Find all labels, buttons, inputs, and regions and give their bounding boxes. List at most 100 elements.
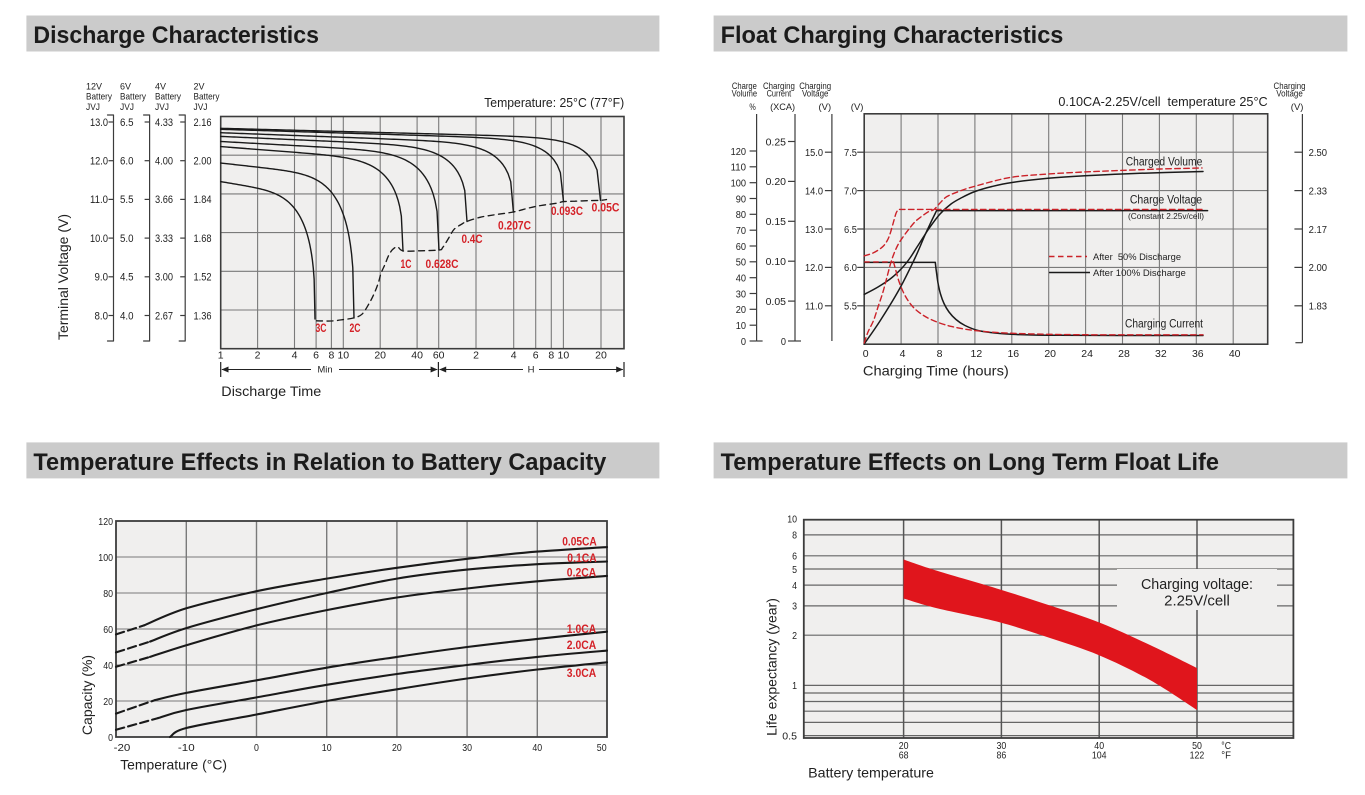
svg-text:40: 40 bbox=[1229, 348, 1241, 360]
svg-text:11.0: 11.0 bbox=[90, 194, 108, 206]
svg-text:Temperature Effects on Long Te: Temperature Effects on Long Term Float L… bbox=[721, 449, 1219, 476]
svg-text:JVJ: JVJ bbox=[120, 102, 134, 113]
svg-text:6.5: 6.5 bbox=[844, 225, 857, 236]
svg-text:JVJ: JVJ bbox=[155, 102, 169, 113]
svg-text:5.5: 5.5 bbox=[120, 194, 134, 206]
svg-text:-20: -20 bbox=[114, 742, 131, 754]
svg-text:-10: -10 bbox=[178, 742, 195, 754]
svg-text:100: 100 bbox=[731, 179, 747, 190]
svg-text:20: 20 bbox=[736, 305, 747, 316]
svg-text:Charging: Charging bbox=[1274, 81, 1306, 91]
svg-text:4.5: 4.5 bbox=[120, 272, 134, 284]
svg-text:Temperature: 25°C (77°F): Temperature: 25°C (77°F) bbox=[484, 96, 624, 110]
svg-text:40: 40 bbox=[532, 742, 542, 754]
svg-text:40: 40 bbox=[1094, 740, 1104, 752]
svg-text:2.67: 2.67 bbox=[155, 310, 173, 322]
svg-text:12V: 12V bbox=[86, 82, 103, 93]
svg-text:2.00: 2.00 bbox=[194, 156, 212, 168]
svg-text:8: 8 bbox=[548, 350, 554, 362]
svg-text:1: 1 bbox=[218, 350, 224, 362]
svg-text:Float Charging Characteristics: Float Charging Characteristics bbox=[721, 22, 1064, 49]
svg-text:Charging: Charging bbox=[799, 81, 831, 91]
svg-text:Battery: Battery bbox=[86, 92, 112, 103]
svg-text:JVJ: JVJ bbox=[86, 102, 100, 113]
svg-text:7.5: 7.5 bbox=[844, 148, 857, 159]
svg-text:0: 0 bbox=[108, 732, 113, 744]
svg-text:14.0: 14.0 bbox=[805, 186, 823, 197]
svg-text:60: 60 bbox=[103, 624, 113, 636]
svg-text:50: 50 bbox=[736, 258, 747, 269]
svg-text:Volume: Volume bbox=[732, 89, 758, 99]
svg-text:(V): (V) bbox=[1291, 102, 1304, 112]
svg-text:Charged Volume: Charged Volume bbox=[1126, 157, 1203, 169]
svg-text:20: 20 bbox=[374, 350, 386, 362]
svg-text:Terminal Voltage (V): Terminal Voltage (V) bbox=[55, 214, 71, 340]
svg-text:0: 0 bbox=[781, 337, 787, 348]
svg-text:10: 10 bbox=[337, 350, 349, 362]
svg-text:Charging Current: Charging Current bbox=[1125, 319, 1204, 331]
svg-text:5: 5 bbox=[792, 564, 797, 576]
svg-text:Battery: Battery bbox=[155, 92, 181, 103]
svg-text:°C: °C bbox=[1221, 741, 1231, 752]
svg-text:10.0: 10.0 bbox=[90, 233, 108, 245]
svg-text:50: 50 bbox=[1192, 740, 1202, 752]
svg-text:8: 8 bbox=[792, 530, 797, 542]
svg-text:50: 50 bbox=[597, 742, 607, 754]
svg-text:20: 20 bbox=[899, 740, 909, 752]
svg-text:2.16: 2.16 bbox=[194, 117, 212, 129]
svg-text:2.17: 2.17 bbox=[1309, 225, 1328, 236]
svg-text:68: 68 bbox=[899, 750, 909, 762]
svg-text:10: 10 bbox=[558, 350, 570, 362]
svg-text:8.0: 8.0 bbox=[95, 310, 109, 322]
svg-text:6.0: 6.0 bbox=[844, 263, 857, 274]
svg-text:3.33: 3.33 bbox=[155, 233, 173, 245]
svg-text:(V): (V) bbox=[851, 102, 864, 112]
svg-text:122: 122 bbox=[1190, 750, 1205, 762]
svg-text:Charging voltage:: Charging voltage: bbox=[1141, 577, 1253, 593]
svg-text:°F: °F bbox=[1221, 751, 1231, 762]
svg-text:40: 40 bbox=[411, 350, 423, 362]
svg-text:0.15: 0.15 bbox=[766, 217, 787, 228]
svg-text:%: % bbox=[749, 102, 755, 112]
svg-text:0.207C: 0.207C bbox=[498, 221, 531, 233]
svg-text:20: 20 bbox=[392, 742, 402, 754]
svg-text:3: 3 bbox=[792, 601, 797, 613]
svg-text:5.0: 5.0 bbox=[120, 233, 134, 245]
svg-text:2C: 2C bbox=[350, 323, 361, 335]
svg-text:10: 10 bbox=[736, 321, 747, 332]
svg-text:6: 6 bbox=[533, 350, 539, 362]
svg-text:4: 4 bbox=[511, 350, 517, 362]
svg-text:0.10: 0.10 bbox=[766, 257, 787, 268]
svg-text:2: 2 bbox=[792, 630, 797, 642]
svg-text:1: 1 bbox=[792, 680, 797, 692]
svg-text:1.68: 1.68 bbox=[194, 233, 212, 245]
svg-text:10: 10 bbox=[787, 514, 797, 526]
svg-text:4.33: 4.33 bbox=[155, 117, 173, 129]
svg-text:20: 20 bbox=[103, 696, 113, 708]
svg-text:80: 80 bbox=[103, 588, 113, 600]
svg-text:24: 24 bbox=[1081, 348, 1093, 360]
svg-text:2.00: 2.00 bbox=[1309, 263, 1328, 274]
svg-text:Charging Time (hours): Charging Time (hours) bbox=[863, 363, 1009, 379]
svg-text:Temperature Effects in Relatio: Temperature Effects in Relation to Batte… bbox=[33, 449, 607, 476]
svg-text:H: H bbox=[528, 365, 535, 376]
svg-text:4.00: 4.00 bbox=[155, 156, 173, 168]
svg-text:8: 8 bbox=[328, 350, 334, 362]
svg-text:80: 80 bbox=[736, 210, 747, 221]
svg-text:0.05: 0.05 bbox=[766, 297, 787, 308]
svg-text:12: 12 bbox=[971, 348, 983, 360]
svg-text:3.0CA: 3.0CA bbox=[567, 666, 597, 680]
svg-text:40: 40 bbox=[736, 274, 747, 285]
svg-text:After 50% Discharge: After 50% Discharge bbox=[1093, 252, 1181, 263]
svg-text:20: 20 bbox=[1044, 348, 1056, 360]
svg-text:1.36: 1.36 bbox=[194, 310, 212, 322]
svg-text:0.628C: 0.628C bbox=[426, 259, 459, 271]
svg-text:Current: Current bbox=[767, 89, 792, 99]
svg-text:104: 104 bbox=[1092, 750, 1107, 762]
svg-text:Temperature (°C): Temperature (°C) bbox=[120, 757, 227, 773]
svg-text:Voltage: Voltage bbox=[802, 89, 829, 99]
svg-text:0: 0 bbox=[741, 337, 747, 348]
svg-text:1C: 1C bbox=[401, 259, 412, 271]
svg-text:2.50: 2.50 bbox=[1309, 148, 1328, 159]
svg-text:Discharge Characteristics: Discharge Characteristics bbox=[33, 22, 319, 49]
